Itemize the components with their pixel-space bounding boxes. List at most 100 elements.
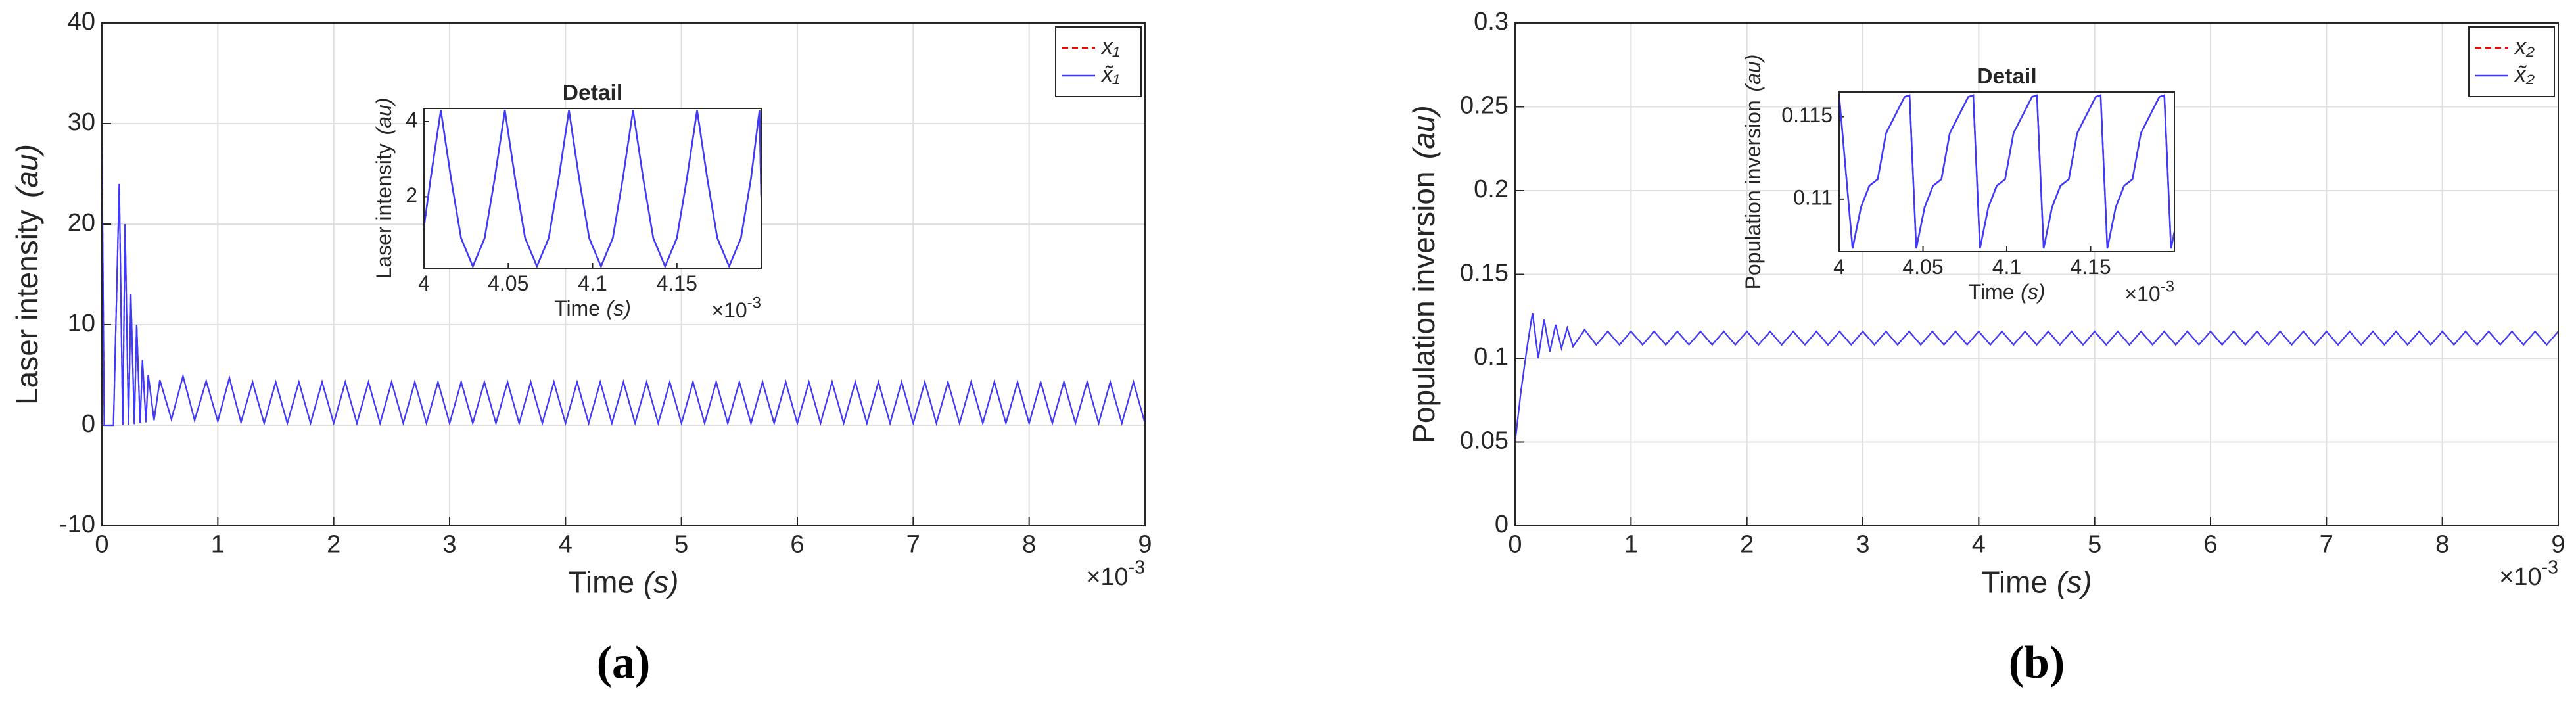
x-tick-label: 0 (95, 530, 108, 558)
x-tick-label: 9 (2551, 530, 2565, 558)
legend-label: x̃₂ (2514, 62, 2535, 87)
x-tick-label: 7 (906, 530, 920, 558)
multiplier-exponent: -3 (747, 294, 761, 312)
multiplier-exponent: -3 (2542, 557, 2558, 578)
x-multiplier: ×10-3 (2124, 278, 2174, 306)
inset: 4 4.05 4.1 4.15 2 4 Time (s) Laser intensity (au)… (372, 81, 762, 323)
inset-title: Detail (1977, 64, 2036, 89)
caption: (b) (2009, 638, 2065, 688)
x-axis-label: Time (s) (1982, 565, 2092, 599)
y-tick-label: 0.2 (1474, 176, 1509, 203)
x-tick-label: 4.05 (488, 271, 528, 295)
x-tick-label: 7 (2320, 530, 2333, 558)
x-tick-label: 6 (790, 530, 804, 558)
x-multiplier: ×10-3 (1086, 557, 1145, 591)
x-tick-label: 4 (1972, 530, 1986, 558)
y-tick-label: 0.1 (1474, 343, 1509, 371)
y-tick-label: 0 (1495, 511, 1509, 538)
y-tick-label: 0.3 (1474, 8, 1509, 35)
y-tick-label: -10 (59, 511, 95, 538)
x-tick-label: 4.05 (1902, 255, 1943, 279)
x-axis-label: Time (s) (554, 296, 631, 320)
legend-label: x₂ (2514, 34, 2535, 59)
series-line (424, 110, 761, 268)
x-tick-label: 2 (1740, 530, 1754, 558)
multiplier-exponent: -3 (2161, 278, 2174, 296)
x-tick-label: 4 (418, 271, 430, 295)
x-tick-label: 4.1 (578, 271, 607, 295)
x-label-text: Time (1982, 565, 2048, 599)
inset-title: Detail (563, 81, 622, 105)
x-tick-label: 9 (1138, 530, 1152, 558)
x-tick-label: 6 (2203, 530, 2217, 558)
y-tick-label: 4 (406, 108, 417, 131)
multiplier-base: ×10 (711, 299, 747, 323)
x-tick-label: 4.1 (1992, 255, 2021, 279)
x-tick-label: 4 (559, 530, 573, 558)
y-tick-label: 0.15 (1460, 260, 1509, 287)
multiplier-base: ×10 (1086, 563, 1128, 591)
y-tick-label: 20 (68, 209, 95, 237)
y-tick-label: 0.25 (1460, 92, 1509, 120)
x-tick-label: 3 (442, 530, 456, 558)
legend-label: x̃₁ (1100, 62, 1120, 87)
x-label-unit: (s) (607, 296, 631, 320)
axes-box (1514, 22, 2559, 526)
x-tick-label: 1 (1624, 530, 1638, 558)
x-multiplier: ×10-3 (2499, 557, 2558, 591)
axes-box (423, 108, 762, 269)
y-tick-label: 40 (68, 8, 95, 35)
inset: 4 4.05 4.1 4.15 0.11 0.115 Time (s) Population i… (1741, 55, 2175, 306)
plot-area (102, 23, 1145, 526)
x-label-unit: (s) (2021, 280, 2045, 304)
y-axis-label: Laser intensity (au) (10, 144, 44, 405)
x-tick-label: 3 (1856, 530, 1869, 558)
y-tick-label: 2 (406, 183, 417, 207)
x-tick-label: 8 (1022, 530, 1036, 558)
x-label-text: Time (554, 296, 600, 320)
x-tick-label: 0 (1508, 530, 1522, 558)
x-tick-label: 4.15 (2070, 255, 2111, 279)
x-label-text: Time (569, 565, 635, 599)
y-label-text: Laser intensity (372, 143, 396, 279)
legend-box (2468, 26, 2555, 97)
multiplier-base: ×10 (2124, 283, 2160, 306)
y-axis-label: Population inversion (au) (1407, 105, 1441, 443)
y-label-unit: (au) (10, 144, 44, 198)
x-tick-label: 5 (674, 530, 688, 558)
y-axis-label: Laser intensity (au) (372, 97, 396, 279)
y-label-text: Population inversion (1407, 171, 1441, 443)
y-tick-label: 0 (82, 410, 95, 438)
axes-box (1838, 91, 2175, 252)
multiplier-base: ×10 (2499, 563, 2541, 591)
x-label-unit: (s) (2057, 565, 2092, 599)
y-label-text: Laser intensity (10, 210, 44, 405)
plot-area (424, 108, 761, 268)
y-label-unit: (au) (1407, 105, 1441, 159)
series-line (1839, 94, 2174, 249)
y-tick-label: 0.115 (1781, 103, 1833, 127)
x-axis-label: Time (s) (1969, 280, 2046, 304)
x-tick-label: 4 (1833, 255, 1845, 279)
x-tick-label: 2 (327, 530, 340, 558)
multiplier-exponent: -3 (1129, 557, 1145, 578)
y-label-unit: (au) (1741, 55, 1765, 92)
y-tick-label: 0.11 (1793, 185, 1833, 209)
x-tick-label: 4.15 (657, 271, 697, 295)
caption: (a) (597, 638, 651, 688)
series-line (102, 143, 1145, 427)
x-label-text: Time (1969, 280, 2015, 304)
x-tick-label: 8 (2435, 530, 2449, 558)
x-label-unit: (s) (644, 565, 679, 599)
x-multiplier: ×10-3 (711, 294, 761, 323)
series-line (1515, 312, 2558, 442)
axes-box (101, 22, 1146, 526)
y-label-unit: (au) (372, 97, 396, 135)
y-tick-label: 10 (68, 310, 95, 337)
y-label-text: Population inversion (1741, 100, 1765, 289)
y-tick-label: 0.05 (1460, 427, 1509, 455)
legend-box (1055, 26, 1142, 97)
x-tick-label: 5 (2088, 530, 2101, 558)
legend-label: x₁ (1100, 34, 1120, 59)
